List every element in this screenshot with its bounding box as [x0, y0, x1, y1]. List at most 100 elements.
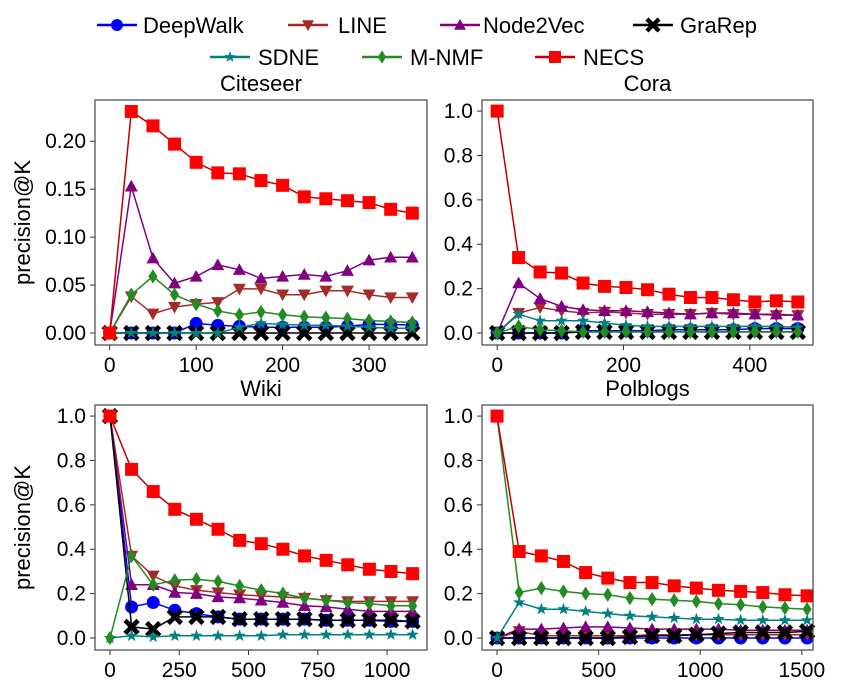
legend-entry-sdne: SDNE: [210, 45, 319, 70]
data-point-sdne: [557, 602, 570, 615]
data-point-grarep: [533, 629, 550, 647]
data-point-m-nmf: [386, 598, 396, 613]
data-point-grarep: [166, 608, 183, 626]
series-necs: [490, 409, 814, 603]
legend-label: NECS: [583, 45, 644, 70]
data-point-node2vec: [619, 304, 633, 317]
data-point-necs: [298, 549, 312, 563]
series-grarep: [488, 623, 816, 647]
data-point-node2vec: [189, 269, 203, 282]
data-point-line: [168, 301, 182, 314]
data-point-sdne: [190, 326, 203, 339]
data-point-necs: [619, 281, 633, 295]
data-point-m-nmf: [364, 313, 374, 328]
subplot-title: Polblogs: [605, 376, 689, 401]
data-point-node2vec: [641, 305, 654, 318]
data-point-m-nmf: [750, 324, 760, 340]
y-tick-label: 0.4: [444, 538, 474, 561]
data-point-m-nmf: [625, 590, 635, 606]
data-point-line: [362, 289, 376, 302]
data-point-sdne: [363, 628, 376, 640]
subplot-citeseer: Citeseer precision@K 0 100 200 300 0.00 0.05 0.1…: [10, 71, 428, 377]
data-point-m-nmf: [148, 269, 158, 284]
data-point-sdne: [513, 596, 526, 608]
data-point-node2vec: [769, 307, 783, 320]
data-point-m-nmf: [235, 578, 245, 594]
data-point-node2vec: [340, 264, 354, 276]
data-point-m-nmf: [713, 596, 724, 611]
series-necs: [490, 104, 805, 309]
y-tick-label: 1.0: [444, 100, 473, 123]
data-point-m-nmf: [299, 590, 310, 606]
x-tick-label: 0: [491, 354, 503, 377]
y-tick-label: 0.8: [444, 449, 473, 472]
data-point-necs: [689, 581, 703, 595]
data-point-m-nmf: [647, 592, 657, 607]
data-point-grarep: [666, 627, 683, 644]
data-point-m-nmf: [213, 574, 223, 589]
data-point-necs: [319, 192, 333, 206]
data-point-node2vec: [211, 590, 225, 603]
subplot-title: Cora: [624, 71, 672, 96]
data-point-sdne: [406, 628, 419, 640]
x-tick-label: 500: [231, 659, 266, 682]
data-point-sdne: [125, 326, 138, 339]
data-point-node2vec: [683, 307, 697, 320]
data-point-m-nmf: [558, 584, 569, 599]
data-point-necs: [211, 166, 225, 180]
data-point-grarep: [188, 608, 205, 626]
data-point-node2vec: [254, 271, 268, 284]
data-point-node2vec: [705, 306, 719, 319]
data-point-sdne: [579, 604, 592, 617]
data-point-necs: [791, 295, 805, 309]
data-point-necs: [579, 566, 593, 580]
series-m-nmf: [492, 319, 803, 341]
y-tick-label: 0.0: [444, 627, 473, 650]
data-point-node2vec: [534, 622, 548, 635]
data-point-sdne: [168, 326, 181, 339]
data-point-grarep: [274, 610, 292, 628]
y-tick-label: 0.10: [45, 226, 86, 249]
data-point-grarep: [643, 627, 661, 644]
data-point-m-nmf: [299, 309, 309, 324]
data-point-node2vec: [168, 586, 182, 598]
data-point-sdne: [800, 613, 814, 626]
data-point-m-nmf: [802, 602, 812, 617]
data-point-sdne: [576, 314, 590, 327]
series-line: [103, 410, 420, 608]
data-point-necs: [254, 537, 268, 551]
data-point-node2vec: [168, 276, 182, 289]
data-point-necs: [146, 485, 160, 499]
data-point-necs: [712, 583, 726, 597]
data-point-necs: [512, 544, 526, 558]
data-point-necs: [362, 196, 376, 210]
data-point-node2vec: [362, 253, 376, 266]
data-point-line: [211, 297, 225, 309]
data-point-grarep: [231, 324, 248, 342]
data-point-grarep: [145, 620, 162, 638]
x-tick-label: 200: [265, 354, 300, 377]
data-point-m-nmf: [728, 324, 738, 340]
x-tick-label: 750: [300, 659, 335, 682]
data-point-necs: [598, 279, 612, 293]
data-point-sdne: [490, 631, 504, 644]
data-point-necs: [254, 174, 268, 188]
data-point-node2vec: [662, 306, 676, 319]
data-point-node2vec: [512, 276, 526, 289]
data-point-sdne: [555, 314, 568, 327]
data-point-node2vec: [512, 622, 526, 635]
data-point-line: [384, 292, 398, 305]
data-point-necs: [276, 178, 290, 192]
data-point-necs: [362, 562, 376, 576]
x-tick-label: 250: [162, 659, 197, 682]
series-m-nmf: [492, 408, 812, 617]
data-point-necs: [726, 293, 740, 307]
data-point-necs: [146, 119, 160, 133]
y-tick-label: 0.8: [444, 144, 473, 167]
data-point-node2vec: [576, 303, 590, 315]
data-point-line: [254, 283, 268, 296]
legend-entry-line: LINE: [288, 13, 387, 38]
data-point-node2vec: [319, 269, 333, 282]
data-point-m-nmf: [707, 324, 717, 340]
